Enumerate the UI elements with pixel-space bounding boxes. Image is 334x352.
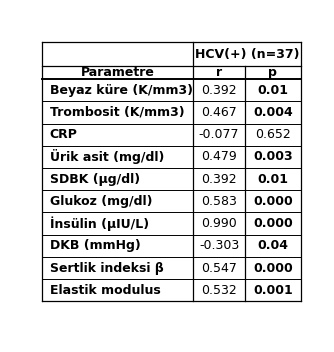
Text: 0.04: 0.04 [257, 239, 288, 252]
Text: 0.004: 0.004 [253, 106, 293, 119]
Text: DKB (mmHg): DKB (mmHg) [49, 239, 140, 252]
Text: Parametre: Parametre [80, 66, 154, 79]
Text: 0.532: 0.532 [201, 284, 237, 297]
Text: 0.392: 0.392 [201, 84, 237, 97]
Text: -0.303: -0.303 [199, 239, 239, 252]
Text: Glukoz (mg/dl): Glukoz (mg/dl) [49, 195, 152, 208]
Text: 0.01: 0.01 [257, 84, 288, 97]
Text: 0.000: 0.000 [253, 262, 293, 275]
Text: 0.990: 0.990 [201, 217, 237, 230]
Text: -0.077: -0.077 [199, 128, 239, 141]
Text: 0.003: 0.003 [253, 150, 293, 163]
Text: 0.547: 0.547 [201, 262, 237, 275]
Text: SDBK (µg/dl): SDBK (µg/dl) [49, 172, 140, 186]
Text: p: p [268, 66, 277, 79]
Text: 0.652: 0.652 [255, 128, 291, 141]
Text: 0.01: 0.01 [257, 172, 288, 186]
Text: 0.000: 0.000 [253, 195, 293, 208]
Text: Trombosit (K/mm3): Trombosit (K/mm3) [49, 106, 184, 119]
Text: 0.001: 0.001 [253, 284, 293, 297]
Text: Sertlik indeksi β: Sertlik indeksi β [49, 262, 163, 275]
Text: Elastik modulus: Elastik modulus [49, 284, 160, 297]
Text: 0.392: 0.392 [201, 172, 237, 186]
Text: CRP: CRP [49, 128, 77, 141]
Text: HCV(+) (n=37): HCV(+) (n=37) [195, 48, 299, 61]
Text: 0.583: 0.583 [201, 195, 237, 208]
Text: İnsülin (µIU/L): İnsülin (µIU/L) [49, 216, 149, 231]
Text: Beyaz küre (K/mm3): Beyaz küre (K/mm3) [49, 84, 192, 97]
Text: 0.467: 0.467 [201, 106, 237, 119]
Text: Ürik asit (mg/dl): Ürik asit (mg/dl) [49, 149, 164, 164]
Text: r: r [216, 66, 222, 79]
Text: 0.479: 0.479 [201, 150, 237, 163]
Text: 0.000: 0.000 [253, 217, 293, 230]
